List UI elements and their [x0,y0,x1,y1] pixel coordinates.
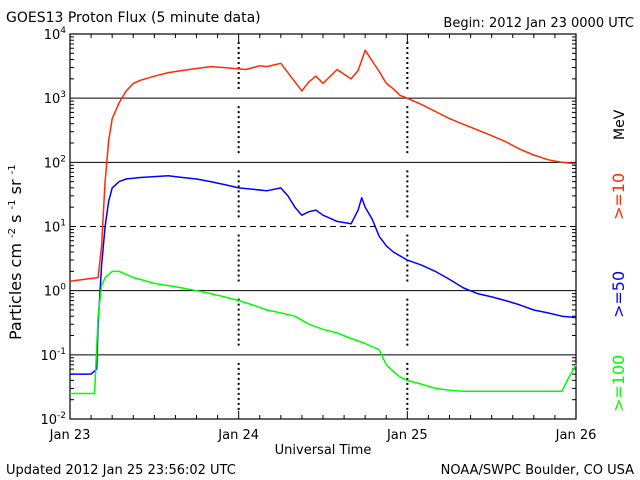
y-tick-label: 100 [44,283,67,300]
series-line-ge10 [69,49,577,283]
x-axis-label: Universal Time [275,443,372,458]
y-tick-label: 104 [44,26,67,43]
y-tick-label: 10-2 [40,411,66,428]
y-tick-labels: 10-2 10-1 100 101 102 103 104 [40,26,66,428]
y-axis-label: Particles cm -2 s -1 sr -1 [0,164,25,340]
y-axis-label-exp-2: -1 [7,199,18,209]
y-tick-label: 102 [44,154,66,171]
series-line-ge50 [70,174,577,375]
begin-label: Begin: 2012 Jan 23 0000 UTC [443,16,634,31]
y-axis-label-base: Particles cm [6,243,25,340]
x-tick-label: Jan 24 [217,428,259,443]
x-tick-label: Jan 23 [49,428,91,443]
legend-mev-unit: MeV [612,109,628,140]
grid-lines [70,97,576,356]
updated-label: Updated 2012 Jan 25 23:56:02 UTC [6,463,236,478]
series-group [69,49,577,395]
y-tick-label: 103 [44,90,66,107]
y-axis-label-exp-1: -2 [7,228,18,238]
series-line-ge100 [70,270,577,395]
y-axis-label-sr: sr [6,179,25,194]
legend-ge50: >=50 [609,271,628,318]
y-tick-label: 101 [44,219,66,236]
legend-ge100: >=100 [609,355,628,412]
y-axis-label-exp-3: -1 [7,164,18,174]
legend-ge10: >=10 [609,173,628,220]
chart-title: GOES13 Proton Flux (5 minute data) [6,10,261,26]
x-tick-labels: Jan 23 Jan 24 Jan 25 Jan 26 [49,428,597,443]
x-tick-label: Jan 25 [386,428,428,443]
y-axis-label-s: s [6,215,25,223]
x-tick-label: Jan 26 [555,428,597,443]
credit-label: NOAA/SWPC Boulder, CO USA [441,463,634,478]
y-tick-label: 10-1 [40,347,66,364]
